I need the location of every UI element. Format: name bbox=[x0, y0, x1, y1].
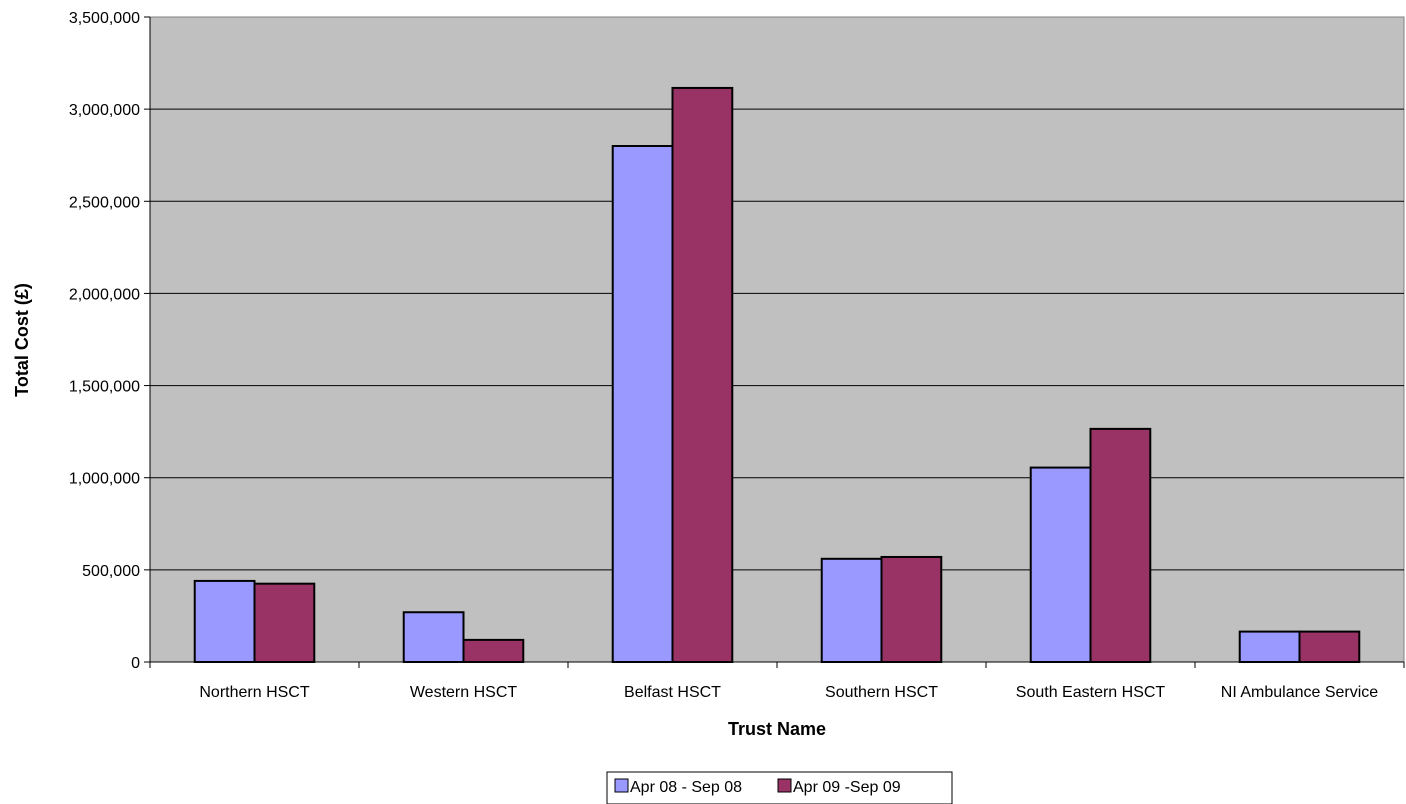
x-tick-label: NI Ambulance Service bbox=[1221, 684, 1379, 701]
y-tick-label: 1,000,000 bbox=[69, 471, 140, 488]
y-tick-label: 2,500,000 bbox=[69, 194, 140, 211]
y-tick-label: 500,000 bbox=[82, 563, 140, 580]
bar-2 bbox=[880, 555, 943, 664]
bar-1 bbox=[611, 145, 674, 663]
legend-swatch-series-1 bbox=[614, 778, 629, 793]
bars bbox=[193, 86, 1361, 664]
x-tick-label: Western HSCT bbox=[410, 684, 518, 701]
x-axis-title: Trust Name bbox=[728, 719, 826, 739]
bar-2 bbox=[1089, 427, 1152, 663]
gridlines bbox=[150, 108, 1404, 571]
y-tick-labels: 0 500,000 1,000,000 1,500,000 2,000,000 2,500… bbox=[69, 10, 140, 672]
legend-swatch-series-2 bbox=[777, 778, 792, 793]
bar-1 bbox=[402, 611, 465, 663]
x-tick-labels: Northern HSCT Western HSCT Belfast HSCT Sou… bbox=[199, 684, 1378, 701]
bar-2 bbox=[1298, 630, 1361, 663]
bar-2 bbox=[462, 638, 525, 664]
y-tick-label: 0 bbox=[131, 655, 140, 672]
bar-2 bbox=[253, 582, 316, 664]
axes bbox=[144, 16, 1405, 668]
x-tick-label: South Eastern HSCT bbox=[1016, 684, 1166, 701]
plot-area bbox=[149, 16, 1405, 663]
x-tick-label: Northern HSCT bbox=[199, 684, 309, 701]
x-tick-label: Belfast HSCT bbox=[624, 684, 721, 701]
legend: Apr 08 - Sep 08 Apr 09 -Sep 09 bbox=[606, 771, 953, 804]
x-tick-label: Southern HSCT bbox=[825, 684, 938, 701]
bar-1 bbox=[1029, 466, 1092, 664]
y-tick-label: 2,000,000 bbox=[69, 286, 140, 303]
bar-1 bbox=[820, 557, 883, 663]
y-tick-label: 3,500,000 bbox=[69, 10, 140, 27]
y-tick-label: 3,000,000 bbox=[69, 102, 140, 119]
y-axis-title: Total Cost (£) bbox=[12, 283, 32, 397]
bar-1 bbox=[1238, 630, 1301, 663]
legend-label-series-1: Apr 08 - Sep 08 bbox=[630, 779, 742, 796]
bar-2 bbox=[671, 86, 734, 663]
y-tick-label: 1,500,000 bbox=[69, 379, 140, 396]
legend-label-series-2: Apr 09 -Sep 09 bbox=[793, 779, 901, 796]
bar-1 bbox=[193, 579, 256, 664]
